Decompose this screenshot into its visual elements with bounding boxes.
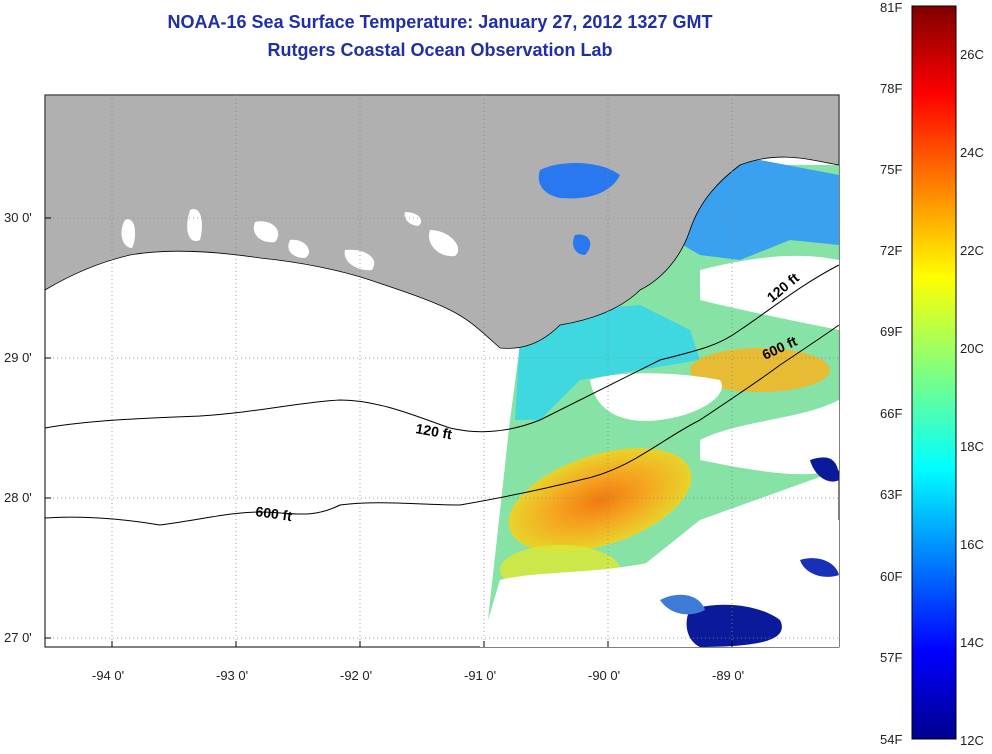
lon-label-94: -94 0' — [92, 668, 125, 683]
colorbar-f-label: 72F — [880, 243, 903, 258]
sst-warm-core — [508, 448, 692, 552]
colorbar — [911, 5, 957, 740]
colorbar-f-label: 57F — [880, 650, 903, 665]
axis-ticks — [45, 217, 733, 647]
graticule — [45, 95, 839, 647]
colorbar-f-label: 69F — [880, 324, 903, 339]
colorbar-c-label: 16C — [960, 537, 984, 552]
colorbar-c-label: 26C — [960, 47, 984, 62]
colorbar-f-label: 81F — [880, 0, 903, 15]
lon-label-89: -89 0' — [712, 668, 745, 683]
colorbar-f-label: 63F — [880, 487, 903, 502]
colorbar-f-label: 54F — [880, 732, 903, 747]
lon-label-90: -90 0' — [588, 668, 621, 683]
lat-label-29: 29 0' — [4, 350, 32, 365]
lon-label-91: -91 0' — [464, 668, 497, 683]
colorbar-f-label: 66F — [880, 406, 903, 421]
colorbar-c-label: 24C — [960, 145, 984, 160]
colorbar-f-label: 78F — [880, 81, 903, 96]
isobath-label-600ft-west: 600 ft — [255, 503, 294, 524]
colorbar-c-label: 12C — [960, 733, 984, 748]
colorbar-c-label: 20C — [960, 341, 984, 356]
map-subtitle: Rutgers Coastal Ocean Observation Lab — [267, 40, 613, 60]
land-mass — [45, 95, 839, 349]
cloud-gap — [590, 373, 722, 421]
sst-cyan-region — [515, 305, 700, 420]
lat-label-30: 30 0' — [4, 210, 32, 225]
colorbar-c-label: 18C — [960, 439, 984, 454]
lon-label-93: -93 0' — [216, 668, 249, 683]
isobaths — [44, 264, 840, 526]
lon-label-92: -92 0' — [340, 668, 373, 683]
isobath-label-120ft-west: 120 ft — [414, 420, 453, 442]
colorbar-c-label: 14C — [960, 635, 984, 650]
colorbar-f-label: 75F — [880, 162, 903, 177]
lat-label-28: 28 0' — [4, 490, 32, 505]
lat-label-27: 27 0' — [4, 630, 32, 645]
colorbar-f-label: 60F — [880, 569, 903, 584]
colorbar-c-label: 22C — [960, 243, 984, 258]
map-title: NOAA-16 Sea Surface Temperature: January… — [167, 12, 713, 32]
